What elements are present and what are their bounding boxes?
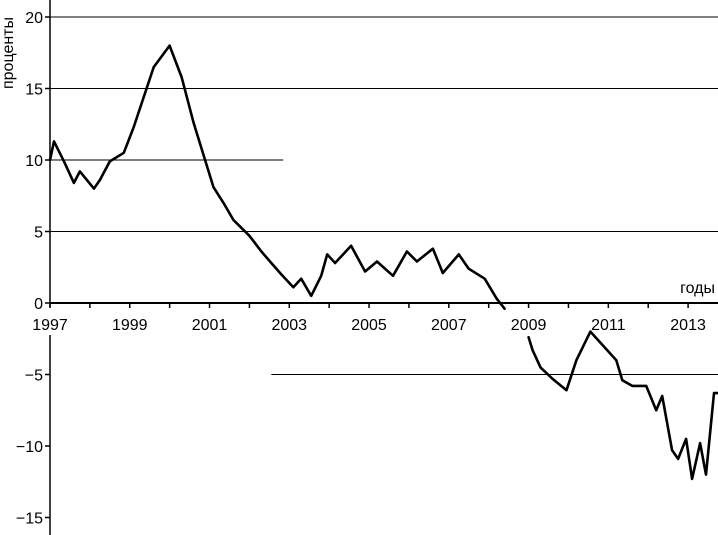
- x-tick-label: 1999: [112, 317, 148, 334]
- y-tick-label: 20: [25, 10, 43, 27]
- y-tick-label: −5: [25, 368, 43, 385]
- x-tick-label: 2009: [511, 317, 547, 334]
- y-tick-label: −15: [16, 511, 43, 528]
- x-tick-label: 2007: [431, 317, 467, 334]
- axes: [45, 0, 718, 535]
- series-lines: [48, 44, 718, 481]
- y-axis-label: проценты: [0, 17, 17, 89]
- x-tick-label: 2011: [591, 317, 626, 334]
- x-tick-label: 2001: [192, 317, 228, 334]
- series-line: [527, 330, 718, 481]
- tick-labels: 20 15 10 5 0 −5 −10 −15 1997 1999 2001 2003 2005 2007…: [16, 10, 706, 528]
- y-tick-label: 10: [25, 153, 43, 170]
- x-tick-label: 2005: [351, 317, 387, 334]
- y-tick-label: 15: [25, 82, 43, 99]
- x-tick-label: 2003: [271, 317, 307, 334]
- x-tick-label: 2013: [670, 317, 706, 334]
- y-tick-label: 5: [34, 225, 43, 242]
- x-axis-label: годы: [680, 280, 715, 297]
- y-tick-label: 0: [34, 296, 43, 313]
- series-line: [48, 44, 506, 311]
- gridlines: [50, 16, 718, 375]
- y-tick-label: −10: [16, 439, 43, 456]
- x-tick-label: 1997: [32, 317, 68, 334]
